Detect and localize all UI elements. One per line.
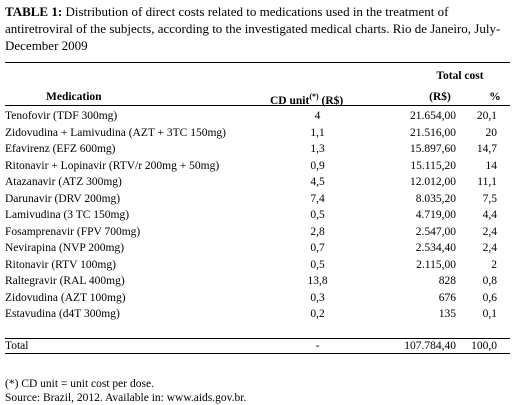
percent-cell: 0,1 <box>482 308 497 320</box>
cd-unit-cell: 13,8 <box>307 275 328 287</box>
total-cost-cell: 135 <box>438 308 456 320</box>
header-total: (R$) <box>429 91 451 103</box>
rule <box>5 62 510 63</box>
medication-cell: Tenofovir (TDF 300mg) <box>5 110 118 122</box>
total-cost-cell: 21.516,00 <box>410 126 456 139</box>
percent-cell: 0,6 <box>482 291 497 304</box>
total-cost-cell: 4.719,00 <box>415 209 456 221</box>
cd-unit-cell: 4,5 <box>310 176 325 188</box>
percent-cell: 4,4 <box>482 209 497 221</box>
footnote-mark: (*) <box>309 92 319 101</box>
cd-unit-cell: 0,9 <box>310 159 325 172</box>
total-cost-cell: 2.534,40 <box>415 242 456 254</box>
total-cost-cell: 2.547,00 <box>415 225 456 238</box>
cd-unit-cell: 0,3 <box>310 291 325 304</box>
group-header: Total cost <box>436 70 484 82</box>
rule <box>5 105 510 106</box>
cd-unit-cell: 1,1 <box>310 126 325 139</box>
percent-cell: 11,1 <box>477 176 497 188</box>
percent-cell: 2 <box>491 258 497 271</box>
medication-cell: Estavudina (d4T 300mg) <box>5 308 120 320</box>
medication-cell: Zidovudina (AZT 100mg) <box>5 291 126 304</box>
percent-cell: 14 <box>485 159 498 172</box>
total-cost-cell: 12.012,00 <box>410 176 456 188</box>
header-percent: % <box>489 91 501 103</box>
percent-cell: 2,4 <box>482 225 497 238</box>
total-cost-cell: 676 <box>438 291 456 304</box>
medication-cell: Zidovudina + Lamivudina (AZT + 3TC 150mg… <box>5 126 227 139</box>
total-cost-cell: 2.115,00 <box>416 258 456 271</box>
medication-cell: Nevirapina (NVP 200mg) <box>5 242 125 254</box>
cd-unit-cell: 0,5 <box>310 258 325 271</box>
caption-label: TABLE 1: <box>5 4 63 19</box>
percent-cell: 7,5 <box>482 192 497 205</box>
total-cost-cell: 8.035,20 <box>415 192 456 205</box>
header-currency: (R$) <box>321 94 344 107</box>
medication-cell: Total <box>5 340 29 352</box>
rule <box>5 338 510 339</box>
medication-cell: Atazanavir (ATZ 300mg) <box>5 176 122 188</box>
header-medication: Medication <box>46 91 102 103</box>
cd-unit-cell: 2,8 <box>310 225 325 238</box>
cd-unit-cell: 7,4 <box>310 192 325 205</box>
medication-cell: Fosamprenavir (FPV 700mg) <box>5 225 141 238</box>
percent-cell: 0,8 <box>482 275 497 287</box>
table-caption: TABLE 1: Distribution of direct costs re… <box>5 3 505 54</box>
medication-cell: Darunavir (DRV 200mg) <box>5 192 121 205</box>
footnote: (*) CD unit = unit cost per dose. <box>5 378 154 390</box>
medication-cell: Ritonavir (RTV 100mg) <box>5 258 116 271</box>
cd-unit-cell: 0,5 <box>310 209 325 221</box>
cd-unit-cell: 4 <box>314 110 321 122</box>
total-cost-cell: 15.897,60 <box>410 143 456 155</box>
cd-unit-cell: 0,2 <box>310 308 325 320</box>
percent-cell: 20,1 <box>476 110 497 122</box>
medication-cell: Raltegravir (RAL 400mg) <box>5 275 125 287</box>
total-cost-cell: 21.654,00 <box>410 110 456 122</box>
total-cost-cell: 828 <box>438 275 456 287</box>
cd-unit-cell: 0,7 <box>310 242 325 254</box>
rule <box>5 353 510 354</box>
medication-cell: Ritonavir + Lopinavir (RTV/r 200mg + 50m… <box>5 159 220 172</box>
medication-cell: Lamivudina (3 TC 150mg) <box>5 209 130 221</box>
header-cd-unit-text: CD unit <box>270 94 310 107</box>
medication-cell: Efavirenz (EFZ 600mg) <box>5 143 116 155</box>
caption-text: Distribution of direct costs related to … <box>5 4 501 53</box>
total-cost-cell: 107.784,40 <box>404 340 456 352</box>
percent-cell: 20 <box>485 126 498 139</box>
footnote: Source: Brazil, 2012. Available in: www.… <box>5 392 247 404</box>
total-cost-cell: 15.115,20 <box>410 159 456 172</box>
cd-unit-cell: - <box>315 340 320 352</box>
cd-unit-cell: 1,3 <box>310 143 325 155</box>
percent-cell: 14,7 <box>476 143 497 155</box>
header-cd-unit: CD unit(*) (R$) <box>270 90 343 108</box>
percent-cell: 2,4 <box>482 242 497 254</box>
percent-cell: 100,0 <box>471 340 497 352</box>
